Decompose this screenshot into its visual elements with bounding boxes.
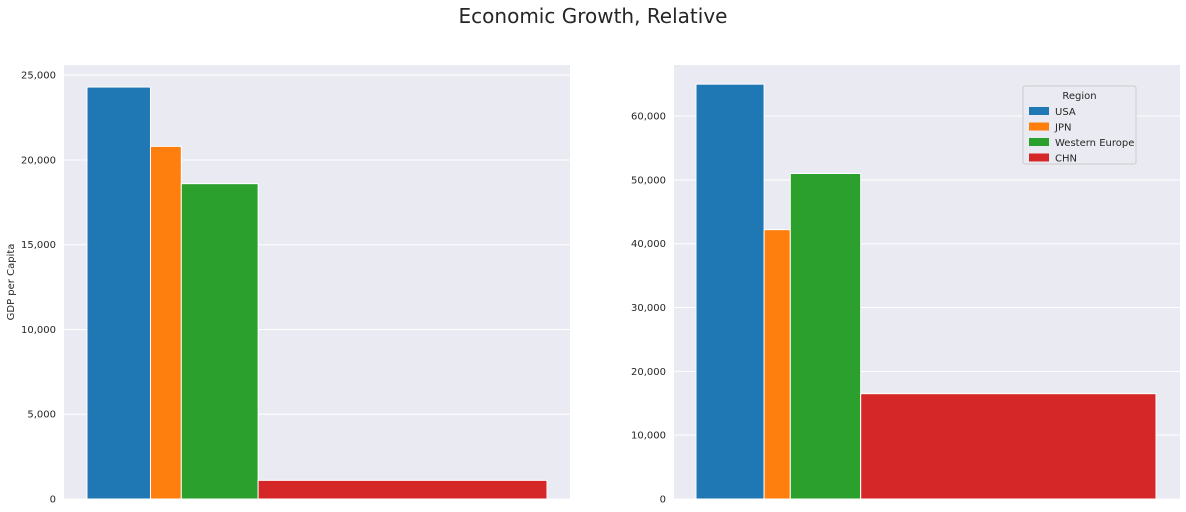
legend-label-usa: USA: [1055, 107, 1076, 118]
legend-swatch-usa: [1029, 107, 1049, 115]
left-ytick-label: 20,000: [21, 155, 56, 166]
legend: Region USA JPN Western Europe CHN: [1022, 85, 1137, 165]
left-ytick-label: 0: [50, 495, 56, 506]
right-ytick-label: 60,000: [631, 112, 666, 123]
legend-box: [1022, 85, 1137, 165]
right-bar-chn: [860, 393, 1157, 500]
legend-label-jpn: JPN: [1054, 123, 1071, 134]
left-ytick-label: 15,000: [21, 240, 56, 251]
legend-swatch-jpn: [1029, 122, 1049, 131]
legend-label-chn: CHN: [1055, 154, 1077, 165]
right-bar-usa: [695, 83, 765, 500]
right-bar-western-europe: [789, 173, 862, 500]
left-bar-jpn: [149, 145, 182, 500]
right-ytick-label: 20,000: [631, 367, 666, 378]
left-ytick-label: 10,000: [21, 325, 56, 336]
right-ytick-label: 30,000: [631, 303, 666, 314]
legend-label-western-europe: Western Europe: [1055, 138, 1134, 149]
left-chart-panel: 0 5,000 10,000 15,000 20,000 25,000 GDP per Ca…: [6, 65, 570, 506]
left-ytick-label: 25,000: [21, 71, 56, 82]
right-ytick-label: 0: [660, 495, 666, 506]
legend-swatch-chn: [1029, 153, 1049, 162]
left-bar-chn: [257, 479, 548, 500]
right-ytick-label: 10,000: [631, 431, 666, 442]
right-bar-jpn: [763, 229, 791, 500]
left-ylabel: GDP per Capita: [6, 244, 17, 321]
right-ytick-label: 50,000: [631, 175, 666, 186]
right-ytick-label: 40,000: [631, 239, 666, 250]
left-bar-usa: [86, 86, 151, 500]
right-chart-panel: 0 10,000 20,000 30,000 40,000 50,000 60,000 Reg…: [631, 65, 1180, 506]
figure-title: Economic Growth, Relative: [458, 4, 728, 28]
left-bar-western-europe: [180, 183, 259, 500]
left-ytick-label: 5,000: [27, 410, 56, 421]
legend-swatch-western-europe: [1029, 138, 1049, 146]
legend-title: Region: [1062, 91, 1096, 102]
